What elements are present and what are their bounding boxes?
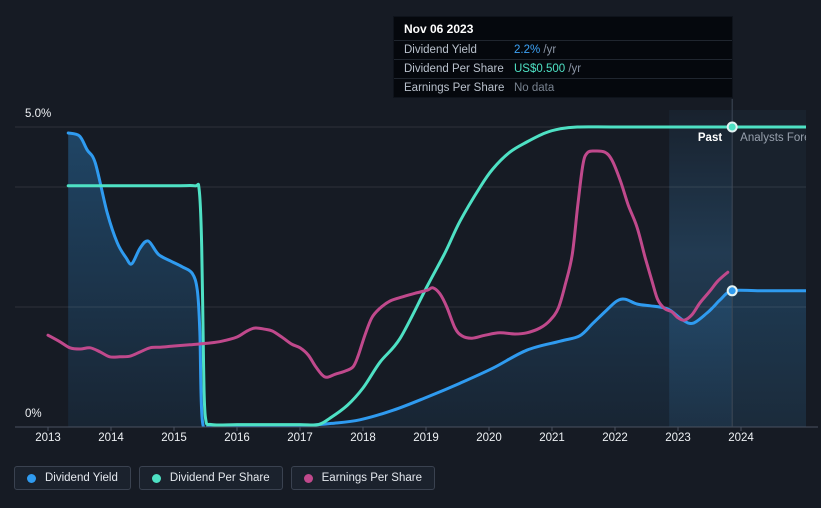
x-axis-label-2024: 2024 <box>728 432 754 444</box>
yield-area-fill <box>68 133 806 427</box>
tooltip-unit: /yr <box>565 63 582 75</box>
tooltip-label: Earnings Per Share <box>404 82 505 94</box>
y-axis-top-label: 5.0% <box>25 108 51 120</box>
forecast-label: Analysts Forecasts <box>740 132 821 144</box>
chart-tooltip: Nov 06 2023 Dividend Yield 2.2% /yr Divi… <box>393 16 733 98</box>
legend-label: Dividend Yield <box>45 472 118 484</box>
legend-label: Dividend Per Share <box>169 472 270 484</box>
tooltip-value: US$0.500 <box>514 63 566 75</box>
x-axis-label-2015: 2015 <box>161 432 187 444</box>
legend-item-dividend-per-share[interactable]: Dividend Per Share <box>138 466 283 490</box>
tooltip-label: Dividend Per Share <box>404 63 504 75</box>
x-axis-label-2020: 2020 <box>476 432 502 444</box>
x-axis-label-2017: 2017 <box>287 432 313 444</box>
x-axis-label-2014: 2014 <box>98 432 124 444</box>
tooltip-value: No data <box>514 82 555 94</box>
tooltip-row-dividend-yield: Dividend Yield 2.2% /yr <box>394 40 732 59</box>
marker-dot-teal <box>726 121 738 133</box>
x-axis-label-2019: 2019 <box>413 432 439 444</box>
legend-dot-blue-icon <box>27 473 36 483</box>
tooltip-unit: /yr <box>540 44 557 56</box>
tooltip-row-dividend-per-share: Dividend Per Share US$0.500 /yr <box>394 59 732 78</box>
legend-dot-teal-icon <box>151 473 161 483</box>
legend-item-earnings-per-share[interactable]: Earnings Per Share <box>290 466 435 490</box>
chart-legend: Dividend Yield Dividend Per Share Earnin… <box>14 466 435 490</box>
marker-dot-blue <box>726 285 738 297</box>
x-axis-label-2016: 2016 <box>224 432 250 444</box>
x-axis-label-2013: 2013 <box>35 432 61 444</box>
tooltip-row-earnings-per-share: Earnings Per Share No data <box>394 78 732 97</box>
legend-item-dividend-yield[interactable]: Dividend Yield <box>14 466 131 490</box>
tooltip-date: Nov 06 2023 <box>404 22 474 36</box>
x-axis-label-2018: 2018 <box>350 432 376 444</box>
tooltip-value: 2.2% <box>514 44 541 56</box>
series-line-teal <box>66 125 806 427</box>
x-axis-label-2022: 2022 <box>602 432 628 444</box>
x-axis-label-2023: 2023 <box>665 432 691 444</box>
legend-dot-pink-icon <box>303 473 313 483</box>
series-line-pink <box>46 149 730 379</box>
x-axis-label-2021: 2021 <box>539 432 565 444</box>
past-label: Past <box>698 132 722 144</box>
legend-label: Earnings Per Share <box>321 472 422 484</box>
y-axis-bottom-label: 0% <box>25 408 42 420</box>
tooltip-label: Dividend Yield <box>404 44 477 56</box>
